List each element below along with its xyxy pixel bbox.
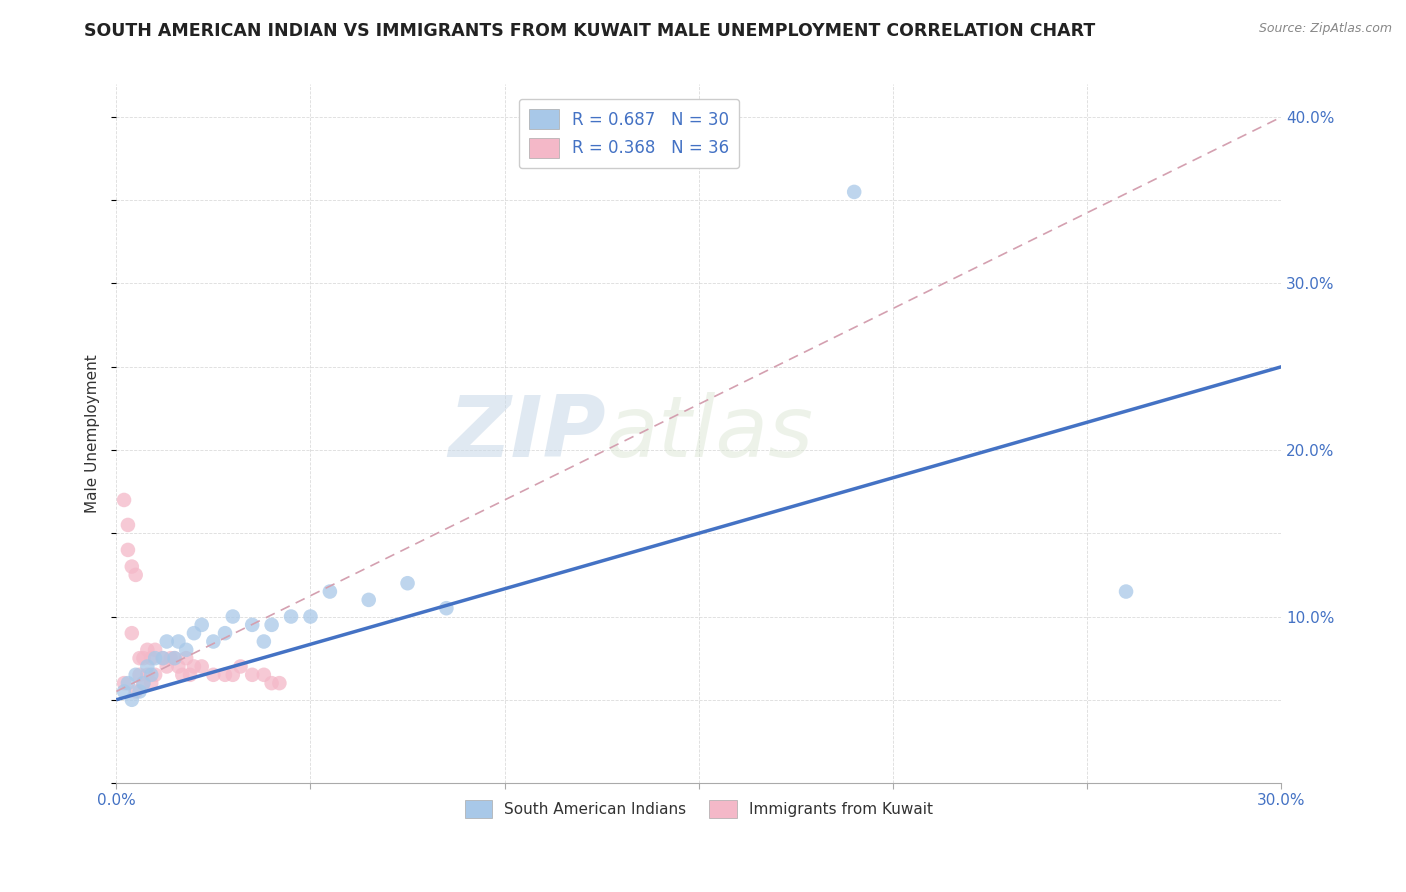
Point [214, 626, 236, 640]
Point [319, 584, 342, 599]
Point [163, 651, 186, 665]
Point [167, 659, 190, 673]
Point [121, 559, 143, 574]
Point [299, 609, 322, 624]
Point [152, 651, 174, 665]
Point [143, 651, 166, 665]
Point [117, 543, 139, 558]
Text: Source: ZipAtlas.com: Source: ZipAtlas.com [1258, 22, 1392, 36]
Point [143, 643, 166, 657]
Point [260, 676, 283, 690]
Point [121, 693, 143, 707]
Point [260, 618, 283, 632]
Point [172, 668, 194, 682]
Text: SOUTH AMERICAN INDIAN VS IMMIGRANTS FROM KUWAIT MALE UNEMPLOYMENT CORRELATION CH: SOUTH AMERICAN INDIAN VS IMMIGRANTS FROM… [84, 22, 1095, 40]
Legend: South American Indians, Immigrants from Kuwait: South American Indians, Immigrants from … [458, 794, 939, 824]
Point [183, 659, 205, 673]
Point [141, 676, 163, 690]
Point [214, 668, 236, 682]
Point [136, 659, 159, 673]
Point [269, 676, 291, 690]
Point [229, 659, 252, 673]
Point [174, 651, 197, 665]
Point [240, 668, 263, 682]
Point [125, 684, 148, 698]
Text: atlas: atlas [606, 392, 814, 475]
Point [222, 668, 245, 682]
Text: ZIP: ZIP [449, 392, 606, 475]
Point [132, 676, 155, 690]
Y-axis label: Male Unemployment: Male Unemployment [86, 354, 100, 513]
Point [163, 651, 186, 665]
Point [152, 651, 174, 665]
Point [128, 651, 150, 665]
Point [174, 643, 197, 657]
Point [125, 668, 148, 682]
Point [1115, 584, 1137, 599]
Point [141, 651, 163, 665]
Point [136, 668, 159, 682]
Point [156, 634, 179, 648]
Point [143, 668, 166, 682]
Point [141, 668, 163, 682]
Point [136, 643, 159, 657]
Point [222, 609, 245, 624]
Point [190, 618, 212, 632]
Point [156, 659, 179, 673]
Point [128, 668, 150, 682]
Point [280, 609, 302, 624]
Point [396, 576, 419, 591]
Point [112, 492, 135, 507]
Point [112, 676, 135, 690]
Point [183, 626, 205, 640]
Point [125, 568, 148, 582]
Point [190, 659, 212, 673]
Point [253, 668, 276, 682]
Point [240, 618, 263, 632]
Point [117, 676, 139, 690]
Point [434, 601, 457, 615]
Point [159, 651, 181, 665]
Point [844, 185, 866, 199]
Point [132, 676, 155, 690]
Point [128, 684, 150, 698]
Point [357, 593, 380, 607]
Point [117, 518, 139, 533]
Point [121, 626, 143, 640]
Point [112, 684, 135, 698]
Point [132, 651, 155, 665]
Point [167, 634, 190, 648]
Point [202, 634, 225, 648]
Point [179, 668, 201, 682]
Point [202, 668, 225, 682]
Point [253, 634, 276, 648]
